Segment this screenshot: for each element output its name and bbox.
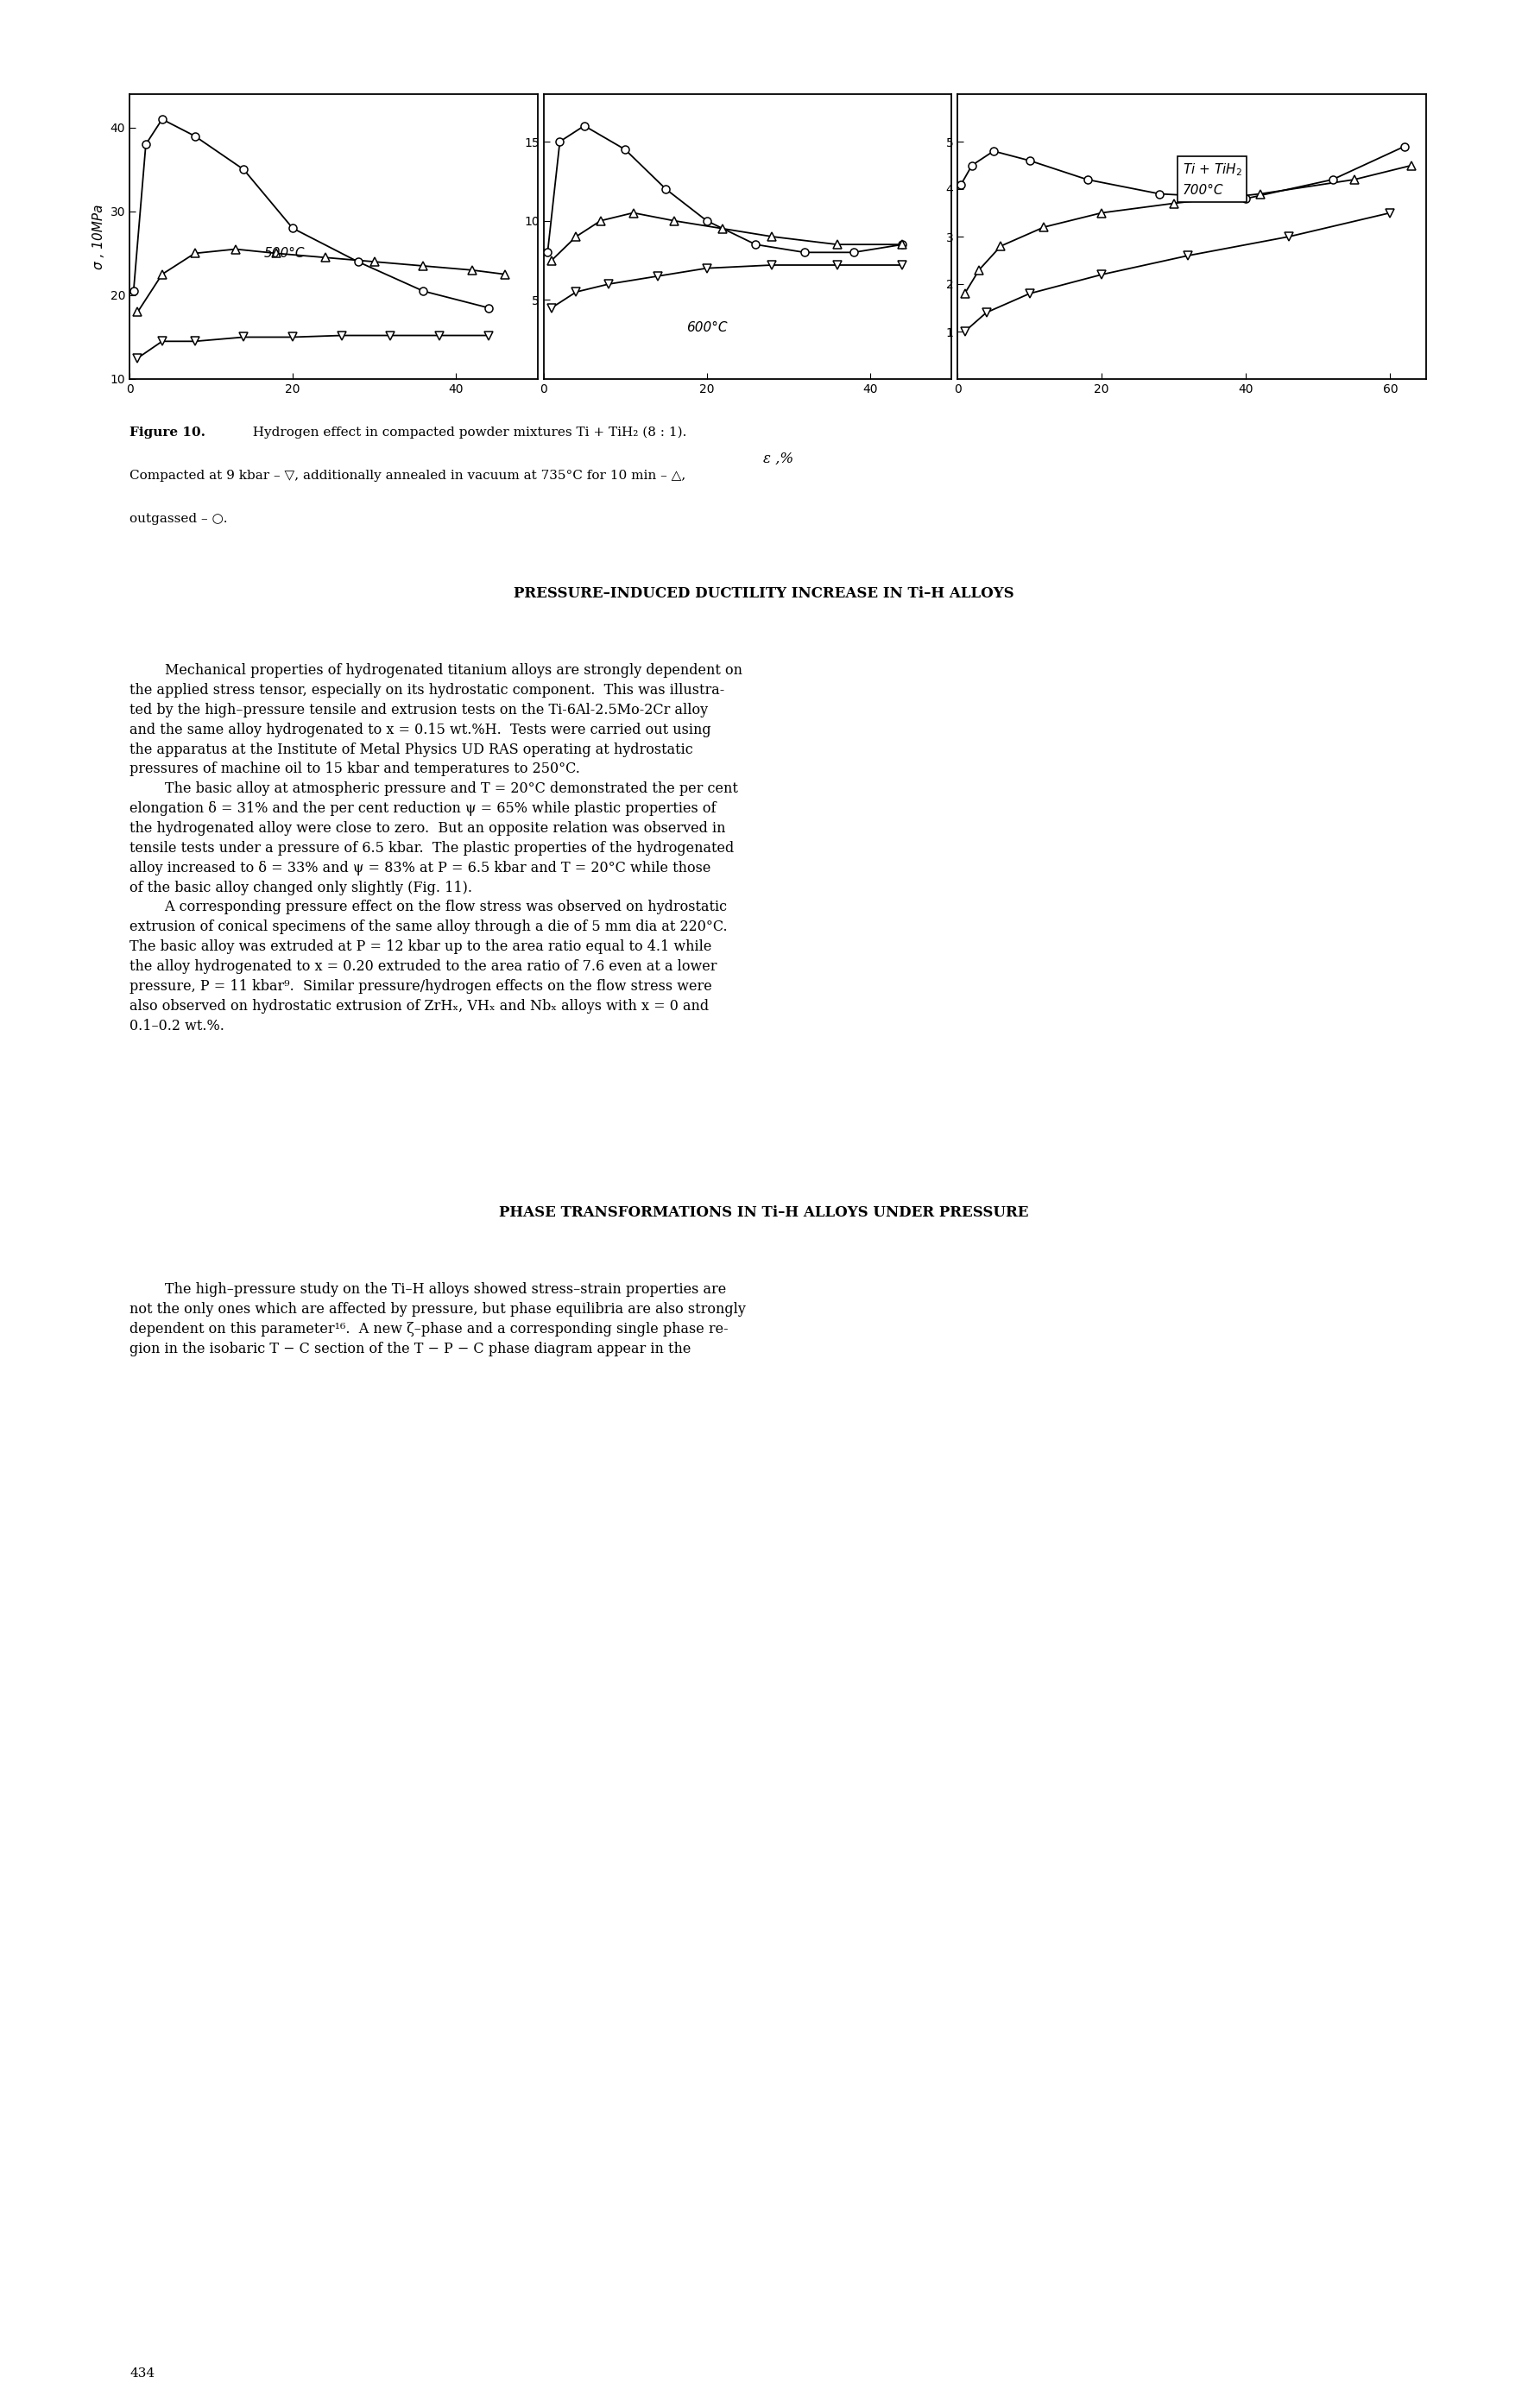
Text: ε ,%: ε ,% (762, 450, 793, 465)
Text: Ti + TiH$_2$
700°C: Ti + TiH$_2$ 700°C (1183, 161, 1242, 197)
Text: 600°C: 600°C (686, 320, 727, 335)
Text: Compacted at 9 kbar – ▽, additionally annealed in vacuum at 735°C for 10 min – △: Compacted at 9 kbar – ▽, additionally an… (130, 470, 686, 482)
Text: PHASE TRANSFORMATIONS IN Ti–H ALLOYS UNDER PRESSURE: PHASE TRANSFORMATIONS IN Ti–H ALLOYS UND… (500, 1204, 1028, 1221)
Text: outgassed – ○.: outgassed – ○. (130, 513, 228, 525)
Text: Mechanical properties of hydrogenated titanium alloys are strongly dependent on
: Mechanical properties of hydrogenated ti… (130, 662, 743, 1033)
Text: 434: 434 (130, 2367, 154, 2379)
Text: 500°C: 500°C (264, 248, 306, 260)
Text: PRESSURE–INDUCED DUCTILITY INCREASE IN Ti–H ALLOYS: PRESSURE–INDUCED DUCTILITY INCREASE IN T… (513, 585, 1015, 602)
Text: The high–pressure study on the Ti–H alloys showed stress–strain properties are
n: The high–pressure study on the Ti–H allo… (130, 1281, 746, 1356)
Y-axis label: σ , 10MPa: σ , 10MPa (92, 205, 105, 270)
Text: Hydrogen effect in compacted powder mixtures Ti + TiH₂ (8 : 1).: Hydrogen effect in compacted powder mixt… (244, 426, 686, 438)
Text: Figure 10.: Figure 10. (130, 426, 205, 438)
